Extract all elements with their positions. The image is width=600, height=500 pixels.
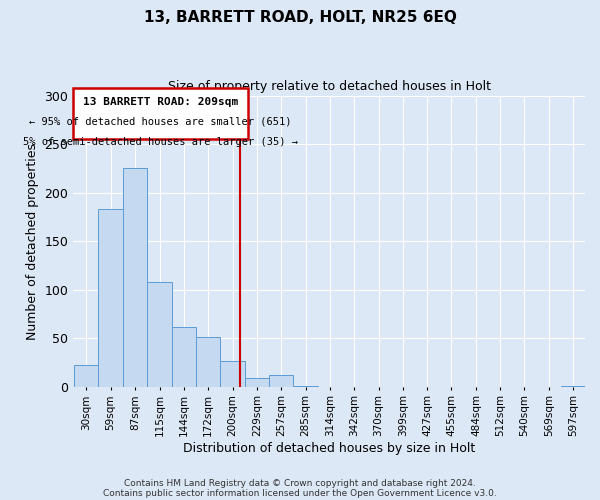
Text: 13, BARRETT ROAD, HOLT, NR25 6EQ: 13, BARRETT ROAD, HOLT, NR25 6EQ	[143, 10, 457, 25]
Bar	[269, 375, 293, 386]
Text: 5% of semi-detached houses are larger (35) →: 5% of semi-detached houses are larger (3…	[23, 138, 298, 147]
Bar	[148, 282, 172, 387]
Bar	[245, 378, 269, 386]
Bar	[73, 88, 248, 139]
Text: Contains public sector information licensed under the Open Government Licence v3: Contains public sector information licen…	[103, 488, 497, 498]
Bar	[196, 337, 220, 386]
Text: Contains HM Land Registry data © Crown copyright and database right 2024.: Contains HM Land Registry data © Crown c…	[124, 478, 476, 488]
Bar	[124, 168, 147, 386]
Bar	[172, 328, 196, 386]
X-axis label: Distribution of detached houses by size in Holt: Distribution of detached houses by size …	[183, 442, 475, 455]
Title: Size of property relative to detached houses in Holt: Size of property relative to detached ho…	[167, 80, 491, 93]
Bar	[74, 366, 98, 386]
Bar	[98, 209, 123, 386]
Text: ← 95% of detached houses are smaller (651): ← 95% of detached houses are smaller (65…	[29, 117, 292, 127]
Text: 13 BARRETT ROAD: 209sqm: 13 BARRETT ROAD: 209sqm	[83, 96, 238, 106]
Y-axis label: Number of detached properties: Number of detached properties	[26, 142, 39, 340]
Bar	[220, 362, 245, 386]
